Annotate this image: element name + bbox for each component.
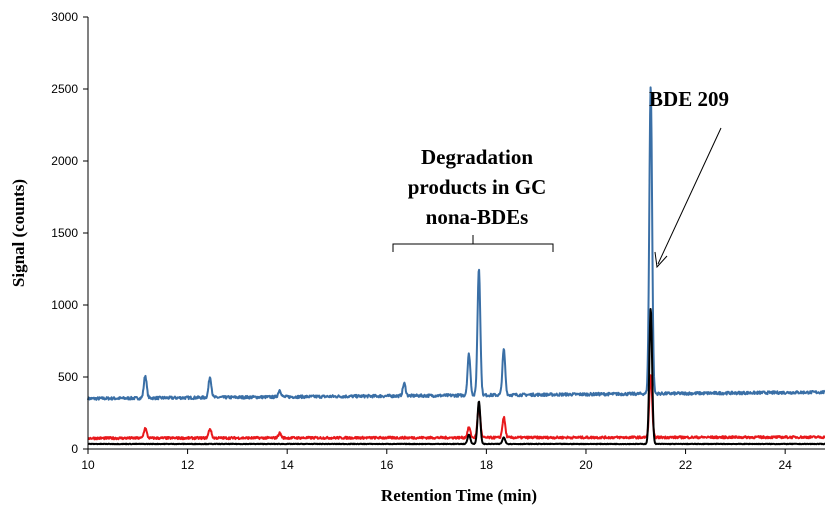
y-axis-label: Signal (counts) <box>9 179 28 287</box>
x-tick-label: 22 <box>679 458 693 472</box>
x-tick-label: 10 <box>81 458 95 472</box>
annotation-degradation-line2: products in GC <box>408 175 546 199</box>
x-axis-label: Retention Time (min) <box>381 486 537 505</box>
annotation-degradation-line1: Degradation <box>421 145 533 169</box>
x-tick-label: 18 <box>480 458 494 472</box>
annotation-bde209-arrowhead <box>654 251 668 269</box>
series-layer <box>87 86 825 446</box>
x-tick-label: 12 <box>181 458 195 472</box>
series-line-3 <box>87 307 825 446</box>
x-tick-label: 16 <box>380 458 394 472</box>
annotation-bde209: BDE 209 <box>649 87 729 111</box>
series-line-2 <box>87 374 825 441</box>
series-line-1 <box>87 86 825 401</box>
y-tick-label: 2500 <box>51 82 78 96</box>
x-tick-label: 24 <box>778 458 792 472</box>
y-axis-ticks: 0 500 1000 1500 2000 2500 3000 <box>51 10 88 456</box>
x-axis-ticks: 10 12 14 16 18 20 22 24 <box>81 449 792 472</box>
y-tick-label: 1000 <box>51 298 78 312</box>
y-tick-label: 1500 <box>51 226 78 240</box>
y-tick-label: 3000 <box>51 10 78 24</box>
y-tick-label: 0 <box>71 442 78 456</box>
y-tick-label: 500 <box>58 370 78 384</box>
y-tick-label: 2000 <box>51 154 78 168</box>
x-tick-label: 14 <box>281 458 295 472</box>
annotation-bde209-arrow <box>657 127 722 265</box>
annotation-degradation-bracket <box>392 235 554 252</box>
x-tick-label: 20 <box>579 458 593 472</box>
annotation-degradation-line3: nona-BDEs <box>426 205 529 229</box>
